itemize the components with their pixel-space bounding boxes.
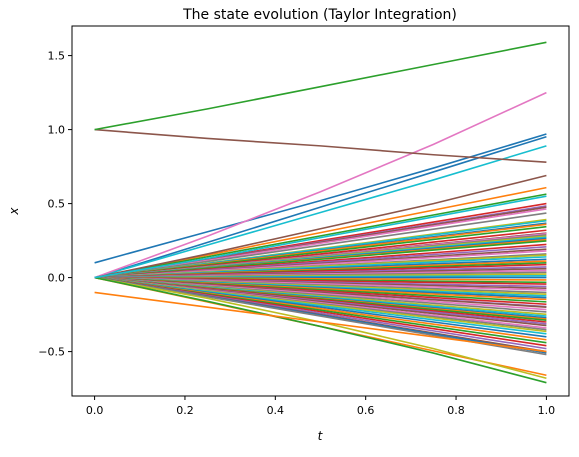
series-line-82 (94, 291, 547, 353)
x-tick-label: 0.8 (447, 404, 465, 417)
series-line-1 (94, 135, 547, 279)
y-axis-label: x (7, 207, 21, 216)
y-tick-label: 0.0 (48, 272, 66, 285)
y-axis-ticks: −0.5 0.0 0.5 1.0 1.5 (38, 50, 72, 359)
series-line-3 (94, 193, 547, 279)
x-tick-label: 0.6 (357, 404, 375, 417)
series-line-81 (94, 276, 547, 384)
series-line-8 (94, 212, 547, 279)
x-axis-ticks: 0.0 0.2 0.4 0.6 0.8 1.0 (86, 396, 555, 417)
series-line-85 (94, 91, 547, 279)
series-lines (94, 41, 547, 384)
series-line-84 (94, 145, 547, 279)
series-line-89 (94, 41, 547, 131)
x-axis-label: t (318, 429, 324, 443)
series-line-86 (94, 174, 547, 279)
x-tick-label: 0.0 (86, 404, 104, 417)
x-tick-label: 0.2 (176, 404, 194, 417)
chart-title: The state evolution (Taylor Integration) (182, 7, 457, 23)
series-line-87 (94, 195, 547, 279)
y-tick-label: 1.5 (48, 50, 66, 63)
y-tick-label: 1.0 (48, 124, 66, 137)
y-tick-label: −0.5 (38, 346, 65, 359)
x-tick-label: 0.4 (267, 404, 285, 417)
series-line-88 (94, 128, 547, 163)
y-tick-label: 0.5 (48, 198, 66, 211)
x-tick-label: 1.0 (538, 404, 556, 417)
plot-frame (71, 25, 570, 397)
